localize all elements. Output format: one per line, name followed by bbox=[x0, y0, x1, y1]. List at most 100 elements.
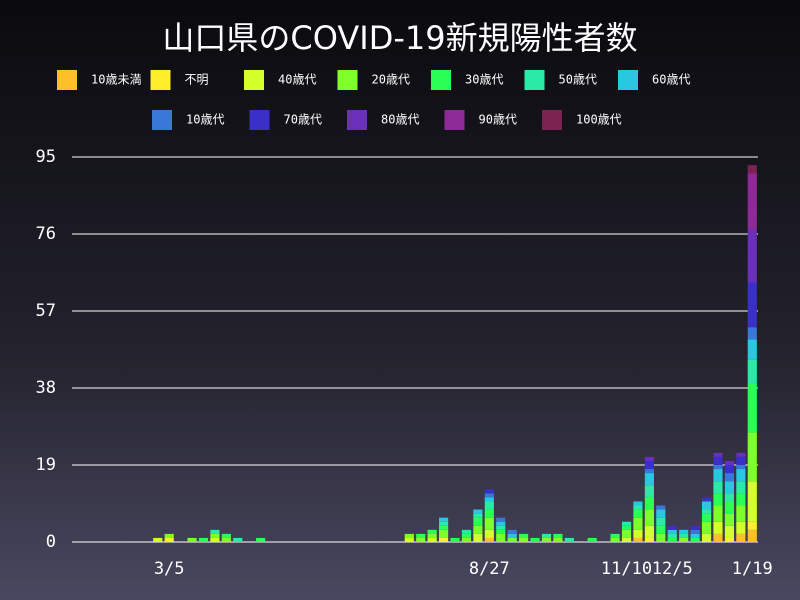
bar-segment bbox=[644, 485, 654, 498]
legend-label: 10歳代 bbox=[186, 113, 224, 127]
bar-segment bbox=[701, 497, 712, 502]
bar-segment bbox=[621, 537, 632, 542]
bar-segment bbox=[736, 456, 746, 465]
bar-segment bbox=[747, 432, 757, 482]
bar-segment bbox=[541, 537, 552, 542]
bar-segment bbox=[427, 537, 437, 542]
legend-label: 不明 bbox=[185, 73, 209, 87]
bar-segment bbox=[667, 529, 677, 534]
bar-segment bbox=[496, 521, 506, 526]
bar-segment bbox=[747, 229, 757, 283]
bar-segment bbox=[519, 533, 529, 538]
bar-segment bbox=[461, 533, 472, 538]
bar-segment bbox=[690, 533, 700, 538]
bar-segment bbox=[404, 537, 414, 542]
bar-segment bbox=[210, 529, 220, 534]
bar-segment bbox=[473, 513, 483, 518]
bar-segment bbox=[256, 537, 266, 542]
bar-segment bbox=[690, 537, 700, 542]
bar-segment bbox=[736, 481, 746, 494]
bar-segment bbox=[621, 521, 632, 526]
bar-segment bbox=[747, 521, 757, 530]
bar-segment bbox=[736, 493, 746, 506]
bar-segment bbox=[484, 509, 494, 518]
bar-segment bbox=[736, 469, 746, 482]
bar-segment bbox=[507, 529, 517, 534]
y-tick-label: 19 bbox=[36, 455, 56, 475]
bar-segment bbox=[496, 529, 506, 534]
bar-segment bbox=[221, 533, 231, 538]
bar-segment bbox=[667, 525, 677, 530]
bar-segment bbox=[496, 533, 506, 542]
x-tick-label: 12/5 bbox=[652, 559, 693, 579]
y-tick-label: 76 bbox=[36, 224, 56, 244]
legend-swatch bbox=[249, 110, 270, 130]
bar-segment bbox=[439, 517, 449, 522]
bar-segment bbox=[679, 529, 689, 534]
bar-segment bbox=[484, 493, 494, 498]
bar-segment bbox=[198, 537, 209, 542]
bar-segment bbox=[656, 517, 666, 526]
bar-segment bbox=[153, 537, 163, 542]
bar-segment bbox=[679, 533, 689, 538]
bar-segment bbox=[187, 537, 197, 542]
bar-segment bbox=[747, 282, 757, 328]
bar-segment bbox=[690, 529, 700, 534]
bar-segment bbox=[484, 537, 494, 542]
bar-segment bbox=[633, 537, 643, 542]
bar-segment bbox=[427, 529, 437, 534]
legend-swatch bbox=[57, 70, 77, 90]
bar-segment bbox=[644, 473, 654, 486]
legend-swatch bbox=[431, 70, 451, 90]
bar-segment bbox=[656, 509, 666, 518]
bar-segment bbox=[724, 481, 734, 494]
legend-swatch bbox=[337, 70, 358, 90]
bar-segment bbox=[656, 505, 666, 510]
bar-segment bbox=[644, 509, 654, 526]
legend-label: 100歳代 bbox=[576, 113, 622, 127]
bar-segment bbox=[701, 513, 712, 522]
bar-segment bbox=[416, 537, 426, 542]
legend-swatch bbox=[244, 70, 264, 90]
bar-segment bbox=[473, 525, 483, 534]
bar-segment bbox=[484, 529, 494, 538]
bar-segment bbox=[701, 533, 712, 542]
legend-label: 90歳代 bbox=[479, 113, 517, 127]
legend-label: 50歳代 bbox=[559, 73, 597, 87]
bar-segment bbox=[530, 537, 540, 542]
legend-swatch bbox=[444, 110, 465, 130]
bar-segment bbox=[667, 533, 677, 538]
y-tick-label: 57 bbox=[36, 301, 56, 321]
bar-segment bbox=[519, 537, 529, 542]
bar-segment bbox=[724, 460, 734, 465]
bar-segment bbox=[484, 501, 494, 510]
bar-segment bbox=[633, 529, 643, 538]
x-tick-label: 3/5 bbox=[154, 559, 185, 579]
bar-segment bbox=[610, 533, 620, 538]
bar-segment bbox=[439, 529, 449, 538]
bar-segment bbox=[450, 537, 460, 542]
bar-segment bbox=[633, 505, 643, 510]
bar-segment bbox=[621, 525, 632, 530]
bar-segment bbox=[713, 452, 723, 457]
bar-segment bbox=[644, 537, 654, 542]
bar-segment bbox=[736, 465, 746, 470]
legend-swatch bbox=[150, 70, 171, 90]
bar-segment bbox=[656, 533, 666, 542]
legend-label: 40歳代 bbox=[278, 73, 316, 87]
bar-segment bbox=[747, 339, 757, 360]
bar-segment bbox=[461, 537, 472, 542]
bar-segment bbox=[233, 537, 243, 542]
bar-segment bbox=[724, 473, 734, 482]
legend-label: 30歳代 bbox=[465, 73, 503, 87]
bar-segment bbox=[404, 533, 414, 538]
bar-segment bbox=[690, 525, 700, 530]
bar-segment bbox=[587, 537, 597, 542]
x-tick-label: 8/27 bbox=[469, 559, 510, 579]
bar-segment bbox=[473, 509, 483, 514]
legend-swatch bbox=[524, 70, 545, 90]
bar-segment bbox=[713, 469, 723, 482]
bar-segment bbox=[439, 537, 449, 542]
bar-segment bbox=[610, 537, 620, 542]
